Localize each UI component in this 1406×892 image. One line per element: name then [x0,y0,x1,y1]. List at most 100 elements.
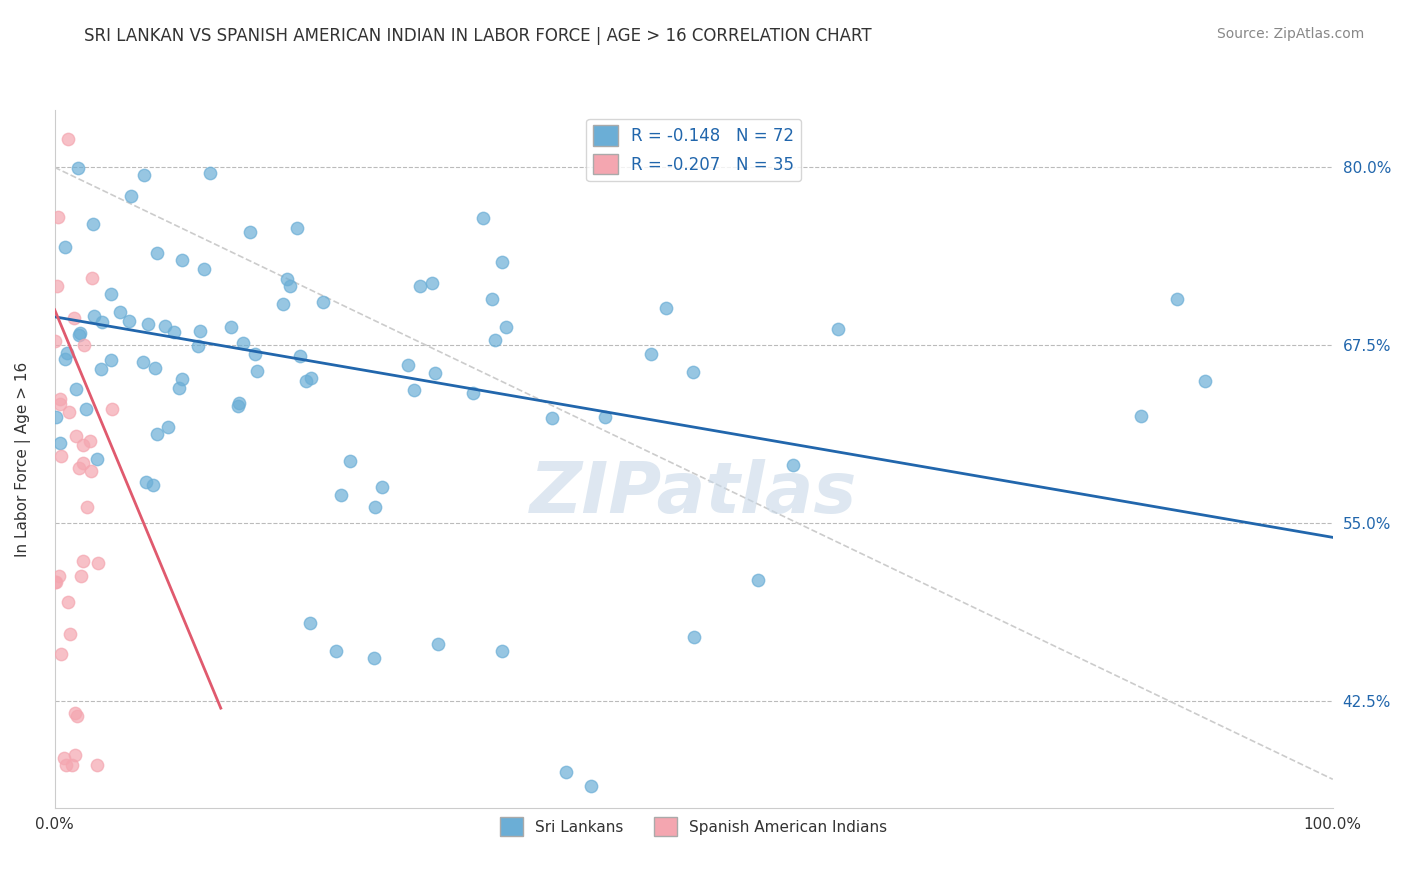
Sri Lankans [782,458,804,473]
Sri Lankans [827,322,849,336]
Sri Lankans [132,354,155,368]
Sri Lankans [86,452,108,467]
Sri Lankans [135,475,157,489]
Sri Lankans [155,318,177,333]
Sri Lankans [69,326,91,341]
Sri Lankans [420,276,443,290]
Sri Lankans [278,279,301,293]
Y-axis label: In Labor Force | Age > 16: In Labor Force | Age > 16 [15,361,31,557]
Spanish American Indians [66,709,89,723]
Spanish American Indians [55,758,77,772]
Text: ZIPatlas: ZIPatlas [530,459,858,528]
Spanish American Indians [80,465,103,479]
Sri Lankans [65,382,87,396]
Sri Lankans [117,313,139,327]
Sri Lankans [364,500,387,514]
Sri Lankans [655,301,678,315]
Sri Lankans [246,364,269,378]
Spanish American Indians [62,310,84,325]
Sri Lankans [481,292,503,306]
Spanish American Indians [72,456,94,470]
Sri Lankans [491,254,513,268]
Point [325,644,347,658]
Spanish American Indians [67,461,90,475]
Sri Lankans [53,351,76,366]
Spanish American Indians [44,334,66,348]
Sri Lankans [593,409,616,424]
Sri Lankans [339,454,361,468]
Point [1194,374,1216,388]
Spanish American Indians [70,569,93,583]
Legend: Sri Lankans, Spanish American Indians: Sri Lankans, Spanish American Indians [494,811,893,842]
Sri Lankans [402,383,425,397]
Spanish American Indians [86,758,108,772]
Spanish American Indians [49,392,72,406]
Point [299,615,322,630]
Sri Lankans [471,211,494,225]
Spanish American Indians [46,278,69,293]
Spanish American Indians [56,595,79,609]
Spanish American Indians [63,748,86,763]
Sri Lankans [682,365,704,379]
Sri Lankans [75,402,97,417]
Sri Lankans [56,346,79,360]
Point [1130,409,1153,424]
Sri Lankans [370,480,392,494]
Sri Lankans [228,396,250,410]
Sri Lankans [226,399,249,413]
Sri Lankans [143,361,166,376]
Point [491,644,513,658]
Point [172,252,194,267]
Spanish American Indians [49,647,72,661]
Sri Lankans [134,168,156,182]
Sri Lankans [285,220,308,235]
Text: Source: ZipAtlas.com: Source: ZipAtlas.com [1216,27,1364,41]
Sri Lankans [45,409,67,424]
Sri Lankans [219,319,242,334]
Sri Lankans [91,315,114,329]
Sri Lankans [200,166,222,180]
Sri Lankans [232,336,254,351]
Point [146,245,169,260]
Spanish American Indians [59,627,82,641]
Sri Lankans [193,262,215,277]
Sri Lankans [1166,292,1188,306]
Spanish American Indians [60,758,83,772]
Sri Lankans [100,352,122,367]
Sri Lankans [100,287,122,301]
Point [363,651,385,665]
Spanish American Indians [49,449,72,463]
Sri Lankans [484,333,506,347]
Spanish American Indians [72,437,94,451]
Sri Lankans [53,240,76,254]
Sri Lankans [239,225,262,239]
Sri Lankans [243,346,266,360]
Spanish American Indians [45,575,67,590]
Sri Lankans [312,295,335,310]
Sri Lankans [187,339,209,353]
Sri Lankans [108,305,131,319]
Spanish American Indians [44,575,66,590]
Spanish American Indians [65,429,87,443]
Sri Lankans [540,411,562,425]
Point [581,780,603,794]
Spanish American Indians [56,132,79,146]
Sri Lankans [188,324,211,338]
Point [82,217,104,231]
Sri Lankans [271,297,294,311]
Point [554,765,576,780]
Spanish American Indians [48,569,70,583]
Point [747,573,769,587]
Sri Lankans [170,371,193,385]
Sri Lankans [163,325,186,339]
Sri Lankans [290,350,312,364]
Sri Lankans [67,161,90,175]
Point [427,637,450,651]
Spanish American Indians [48,210,70,224]
Sri Lankans [83,309,105,323]
Sri Lankans [295,374,318,388]
Spanish American Indians [58,405,80,419]
Sri Lankans [90,362,112,376]
Sri Lankans [409,279,432,293]
Sri Lankans [299,371,322,385]
